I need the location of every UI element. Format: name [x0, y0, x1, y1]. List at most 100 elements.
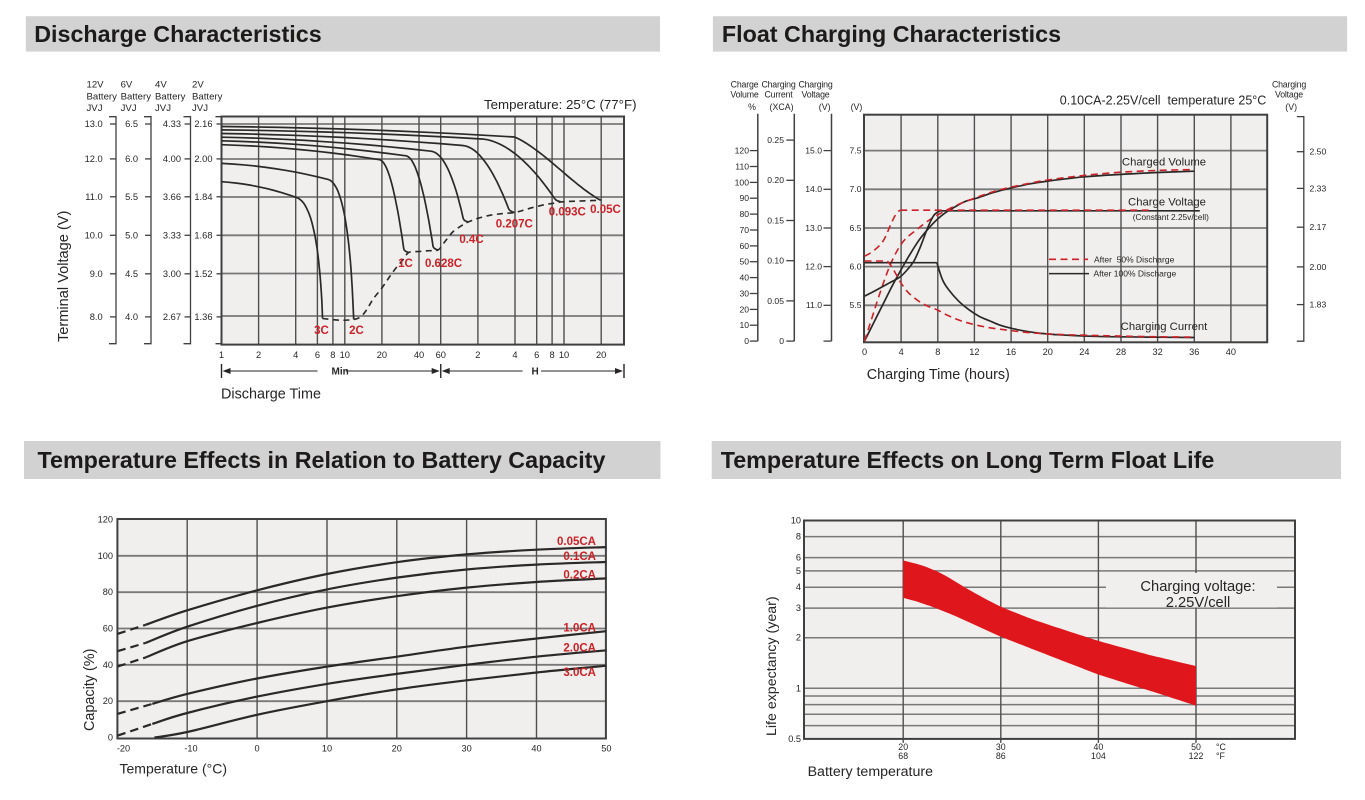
svg-text:122: 122 — [1189, 751, 1204, 761]
svg-text:4: 4 — [512, 350, 517, 360]
svg-text:40: 40 — [103, 660, 113, 670]
svg-text:4.0: 4.0 — [125, 312, 138, 322]
svg-text:0: 0 — [255, 744, 260, 754]
svg-text:3C: 3C — [314, 325, 329, 337]
svg-text:Voltage: Voltage — [802, 90, 830, 100]
svg-text:Battery: Battery — [192, 91, 223, 102]
svg-text:Temperature (°C): Temperature (°C) — [120, 761, 228, 777]
svg-text:(Constant 2.25v/cell): (Constant 2.25v/cell) — [1133, 212, 1209, 222]
svg-text:2.67: 2.67 — [163, 312, 181, 322]
svg-text:Voltage: Voltage — [1275, 90, 1303, 100]
svg-text:1: 1 — [796, 683, 801, 693]
svg-text:12: 12 — [969, 347, 979, 357]
svg-text:Charging: Charging — [798, 80, 832, 90]
svg-text:0.10: 0.10 — [767, 256, 784, 266]
svg-text:6: 6 — [315, 350, 320, 360]
svg-text:0.1CA: 0.1CA — [563, 551, 596, 563]
svg-text:1.83: 1.83 — [1310, 300, 1327, 310]
svg-text:3.66: 3.66 — [163, 192, 181, 202]
svg-text:(V): (V) — [851, 102, 863, 112]
svg-text:32: 32 — [1153, 347, 1163, 357]
svg-text:100: 100 — [735, 177, 750, 187]
svg-text:4: 4 — [293, 350, 298, 360]
svg-text:4: 4 — [899, 347, 904, 357]
svg-text:0.20: 0.20 — [767, 175, 784, 185]
svg-text:104: 104 — [1091, 751, 1106, 761]
svg-text:6.0: 6.0 — [850, 262, 862, 272]
svg-text:1.0CA: 1.0CA — [563, 622, 596, 634]
svg-text:2.25V/cell: 2.25V/cell — [1166, 595, 1231, 611]
svg-text:Float Charging Characteristics: Float Charging Characteristics — [722, 21, 1061, 47]
svg-text:0.093C: 0.093C — [549, 207, 586, 219]
svg-text:0.05: 0.05 — [767, 296, 784, 306]
svg-text:2: 2 — [256, 350, 261, 360]
svg-text:40: 40 — [414, 350, 424, 360]
svg-text:2: 2 — [475, 350, 480, 360]
svg-text:Temperature Effects in Relatio: Temperature Effects in Relation to Batte… — [38, 447, 606, 473]
svg-text:6: 6 — [534, 350, 539, 360]
svg-text:1.52: 1.52 — [194, 269, 212, 279]
svg-text:Charging: Charging — [1272, 80, 1306, 90]
svg-text:10: 10 — [739, 320, 749, 330]
svg-text:14.0: 14.0 — [805, 184, 822, 194]
svg-text:40: 40 — [1094, 742, 1104, 752]
svg-text:4.00: 4.00 — [163, 154, 181, 164]
svg-text:15.0: 15.0 — [805, 146, 822, 156]
svg-text:20: 20 — [377, 350, 387, 360]
svg-text:0: 0 — [108, 733, 113, 743]
svg-text:8: 8 — [935, 347, 940, 357]
svg-text:4.33: 4.33 — [163, 119, 181, 129]
svg-text:Charging Time (hours): Charging Time (hours) — [867, 367, 1010, 383]
svg-text:Charge Voltage: Charge Voltage — [1128, 197, 1206, 209]
svg-text:(V): (V) — [1285, 102, 1297, 112]
svg-text:7.0: 7.0 — [850, 184, 862, 194]
svg-text:Discharge Time: Discharge Time — [221, 387, 321, 403]
svg-text:After 50% Discharge: After 50% Discharge — [1094, 254, 1175, 264]
svg-text:40: 40 — [1226, 347, 1236, 357]
svg-text:0.25: 0.25 — [767, 135, 784, 145]
svg-text:10: 10 — [791, 515, 801, 525]
svg-text:4V: 4V — [155, 80, 167, 91]
svg-text:-10: -10 — [184, 744, 197, 754]
svg-text:0: 0 — [862, 347, 867, 357]
svg-text:JVJ: JVJ — [192, 103, 208, 114]
svg-text:20: 20 — [739, 304, 749, 314]
svg-text:Battery: Battery — [87, 91, 118, 102]
svg-text:2.00: 2.00 — [194, 154, 212, 164]
svg-text:100: 100 — [98, 551, 113, 561]
svg-text:120: 120 — [735, 146, 750, 156]
svg-text:20: 20 — [103, 696, 113, 706]
svg-text:110: 110 — [735, 161, 749, 171]
svg-text:1.36: 1.36 — [194, 312, 212, 322]
svg-text:1.68: 1.68 — [194, 230, 212, 240]
svg-text:2V: 2V — [192, 80, 204, 91]
svg-text:1: 1 — [219, 350, 224, 360]
svg-text:Battery: Battery — [121, 91, 152, 102]
svg-text:90: 90 — [739, 193, 749, 203]
svg-text:60: 60 — [436, 350, 446, 360]
svg-text:13.0: 13.0 — [805, 223, 822, 233]
svg-text:0.10CA-2.25V/cell temperature: 0.10CA-2.25V/cell temperature 25°C — [1060, 93, 1267, 107]
svg-text:Charging Current: Charging Current — [1121, 321, 1209, 333]
svg-text:68: 68 — [898, 751, 908, 761]
svg-text:3.0CA: 3.0CA — [563, 667, 596, 679]
svg-text:2.17: 2.17 — [1310, 222, 1327, 232]
svg-text:1.84: 1.84 — [194, 192, 212, 202]
svg-text:60: 60 — [103, 623, 113, 633]
svg-text:2C: 2C — [349, 325, 364, 337]
svg-text:40: 40 — [739, 273, 749, 283]
svg-text:20: 20 — [596, 350, 606, 360]
svg-text:6.0: 6.0 — [125, 154, 138, 164]
svg-text:3.00: 3.00 — [163, 269, 181, 279]
svg-text:0.05CA: 0.05CA — [557, 536, 596, 548]
svg-text:2: 2 — [796, 633, 801, 643]
svg-text:Charged Volume: Charged Volume — [1122, 157, 1206, 169]
svg-text:3: 3 — [796, 603, 801, 613]
svg-text:Discharge Characteristics: Discharge Characteristics — [34, 21, 321, 47]
svg-text:JVJ: JVJ — [87, 103, 103, 114]
svg-text:Terminal Voltage (V): Terminal Voltage (V) — [56, 211, 72, 342]
svg-text:8: 8 — [550, 350, 555, 360]
svg-text:After 100% Discharge: After 100% Discharge — [1094, 269, 1177, 279]
svg-text:2.16: 2.16 — [194, 119, 212, 129]
svg-text:12.0: 12.0 — [85, 154, 103, 164]
